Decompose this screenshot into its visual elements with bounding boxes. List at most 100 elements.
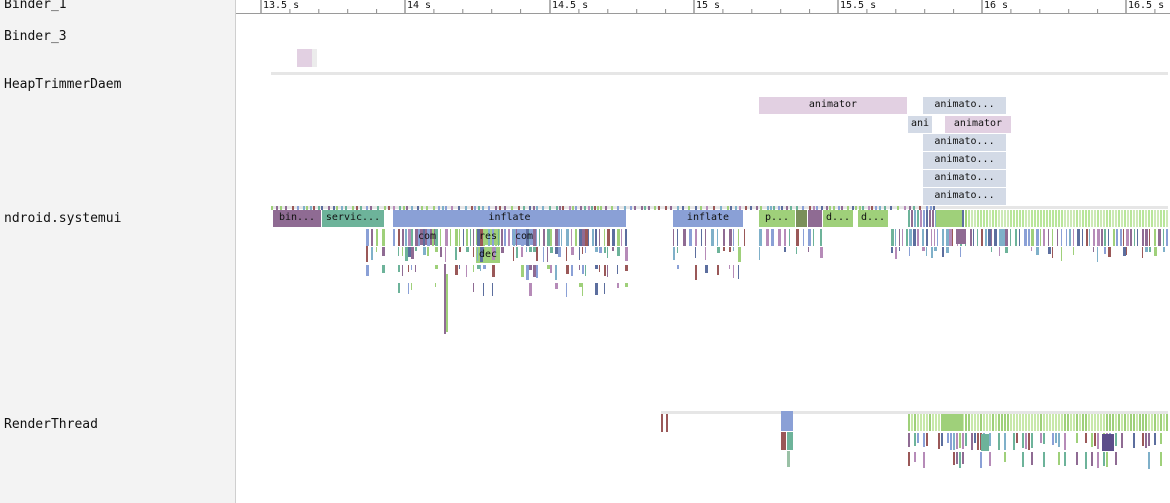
trace-slice[interactable] bbox=[529, 283, 532, 296]
trace-slice[interactable] bbox=[859, 206, 861, 210]
trace-slice[interactable] bbox=[787, 451, 790, 467]
trace-slice[interactable] bbox=[550, 247, 553, 253]
trace-slice[interactable] bbox=[539, 229, 540, 246]
trace-slice[interactable] bbox=[808, 229, 811, 246]
trace-slice[interactable] bbox=[926, 229, 928, 246]
trace-slice[interactable] bbox=[455, 265, 458, 275]
trace-slice[interactable] bbox=[926, 414, 928, 431]
trace-slice[interactable] bbox=[909, 206, 911, 210]
trace-slice[interactable] bbox=[932, 210, 934, 227]
thread-separator-bar[interactable] bbox=[271, 206, 1168, 209]
trace-slice[interactable] bbox=[956, 452, 958, 464]
trace-slices-canvas[interactable] bbox=[236, 14, 1170, 503]
trace-slice[interactable] bbox=[1094, 433, 1096, 446]
trace-slice[interactable] bbox=[445, 206, 447, 210]
trace-slice[interactable] bbox=[504, 229, 506, 246]
trace-slice[interactable] bbox=[841, 206, 843, 210]
trace-slice[interactable] bbox=[1005, 229, 1008, 246]
trace-slice[interactable] bbox=[1010, 229, 1011, 246]
slice-heap-animator[interactable]: animator bbox=[808, 99, 858, 110]
trace-slice[interactable] bbox=[421, 206, 423, 210]
trace-slice[interactable] bbox=[495, 206, 497, 210]
trace-slice[interactable] bbox=[923, 414, 925, 431]
trace-slice[interactable] bbox=[773, 206, 775, 210]
trace-slice[interactable] bbox=[784, 247, 786, 252]
trace-slice[interactable] bbox=[446, 274, 448, 332]
trace-slice[interactable] bbox=[625, 265, 628, 271]
trace-slice[interactable] bbox=[459, 229, 460, 246]
trace-slice[interactable] bbox=[938, 414, 940, 431]
trace-slice[interactable] bbox=[992, 414, 994, 431]
trace-slice[interactable] bbox=[599, 247, 602, 253]
trace-slice[interactable] bbox=[813, 229, 814, 246]
slice-heap-ani-rect[interactable] bbox=[908, 116, 932, 133]
slice-heap-animato-rect[interactable] bbox=[923, 134, 1006, 151]
trace-slice[interactable] bbox=[1097, 247, 1098, 262]
trace-slice[interactable] bbox=[1115, 452, 1117, 465]
trace-slice[interactable] bbox=[989, 210, 991, 227]
trace-slice[interactable] bbox=[895, 229, 896, 246]
trace-slice[interactable] bbox=[974, 210, 976, 227]
trace-slice[interactable] bbox=[995, 210, 997, 227]
trace-slice[interactable] bbox=[738, 229, 739, 246]
trace-slice[interactable] bbox=[466, 265, 467, 277]
trace-slice[interactable] bbox=[513, 247, 514, 261]
trace-slice[interactable] bbox=[1019, 414, 1021, 431]
trace-slice[interactable] bbox=[1022, 210, 1024, 227]
trace-slice[interactable] bbox=[965, 414, 967, 431]
trace-slice[interactable] bbox=[398, 247, 399, 256]
trace-slice[interactable] bbox=[458, 206, 460, 210]
trace-slice[interactable] bbox=[1070, 210, 1072, 227]
trace-slice[interactable] bbox=[920, 210, 922, 227]
trace-slice[interactable] bbox=[370, 206, 372, 210]
trace-slice[interactable] bbox=[995, 414, 997, 431]
trace-slice[interactable] bbox=[1097, 452, 1099, 468]
trace-slice[interactable] bbox=[971, 210, 973, 227]
slice-sys-dec[interactable]: dec bbox=[478, 249, 498, 260]
slice-binder-3-tail[interactable] bbox=[312, 49, 317, 67]
trace-slice[interactable] bbox=[1058, 452, 1060, 465]
trace-slice[interactable] bbox=[1108, 229, 1109, 246]
trace-slice[interactable] bbox=[591, 206, 593, 210]
trace-slice[interactable] bbox=[1016, 433, 1018, 443]
slice-heap-animato-4[interactable]: animato... bbox=[934, 172, 995, 183]
trace-slice[interactable] bbox=[1058, 210, 1060, 227]
trace-slice[interactable] bbox=[575, 206, 577, 210]
trace-slice[interactable] bbox=[942, 247, 944, 257]
trace-slice[interactable] bbox=[781, 432, 786, 450]
trace-slice[interactable] bbox=[526, 247, 527, 252]
trace-slice[interactable] bbox=[809, 206, 811, 210]
trace-slice[interactable] bbox=[592, 229, 594, 246]
trace-slice[interactable] bbox=[897, 206, 899, 210]
trace-slice[interactable] bbox=[713, 206, 715, 210]
trace-slice[interactable] bbox=[956, 229, 966, 244]
trace-slice[interactable] bbox=[980, 414, 982, 431]
trace-slice[interactable] bbox=[482, 206, 484, 210]
trace-slice[interactable] bbox=[1091, 210, 1093, 227]
trace-slice[interactable] bbox=[906, 229, 908, 246]
trace-slice[interactable] bbox=[654, 206, 656, 210]
trace-slice[interactable] bbox=[917, 433, 919, 443]
trace-slice[interactable] bbox=[384, 206, 386, 210]
thread-label-render-thread[interactable]: RenderThread bbox=[4, 417, 98, 432]
trace-slice[interactable] bbox=[1005, 247, 1008, 253]
trace-slice[interactable] bbox=[1127, 210, 1129, 227]
trace-slice[interactable] bbox=[1046, 414, 1048, 431]
trace-slice[interactable] bbox=[909, 247, 910, 256]
trace-slice[interactable] bbox=[1154, 247, 1157, 256]
trace-slice[interactable] bbox=[1076, 433, 1078, 443]
trace-slice[interactable] bbox=[813, 206, 815, 210]
trace-slice[interactable] bbox=[1126, 229, 1129, 246]
trace-slice[interactable] bbox=[585, 247, 586, 253]
trace-slice[interactable] bbox=[1001, 414, 1003, 431]
trace-slice[interactable] bbox=[1031, 247, 1032, 251]
trace-slice[interactable] bbox=[929, 414, 931, 431]
trace-slice[interactable] bbox=[847, 206, 849, 210]
trace-slice[interactable] bbox=[917, 229, 919, 246]
trace-slice[interactable] bbox=[767, 206, 769, 210]
slice-sys-com-2[interactable]: com bbox=[514, 231, 534, 242]
trace-slice[interactable] bbox=[733, 229, 734, 246]
trace-slice[interactable] bbox=[612, 247, 614, 251]
trace-slice[interactable] bbox=[321, 206, 323, 210]
trace-slice[interactable] bbox=[977, 229, 978, 246]
